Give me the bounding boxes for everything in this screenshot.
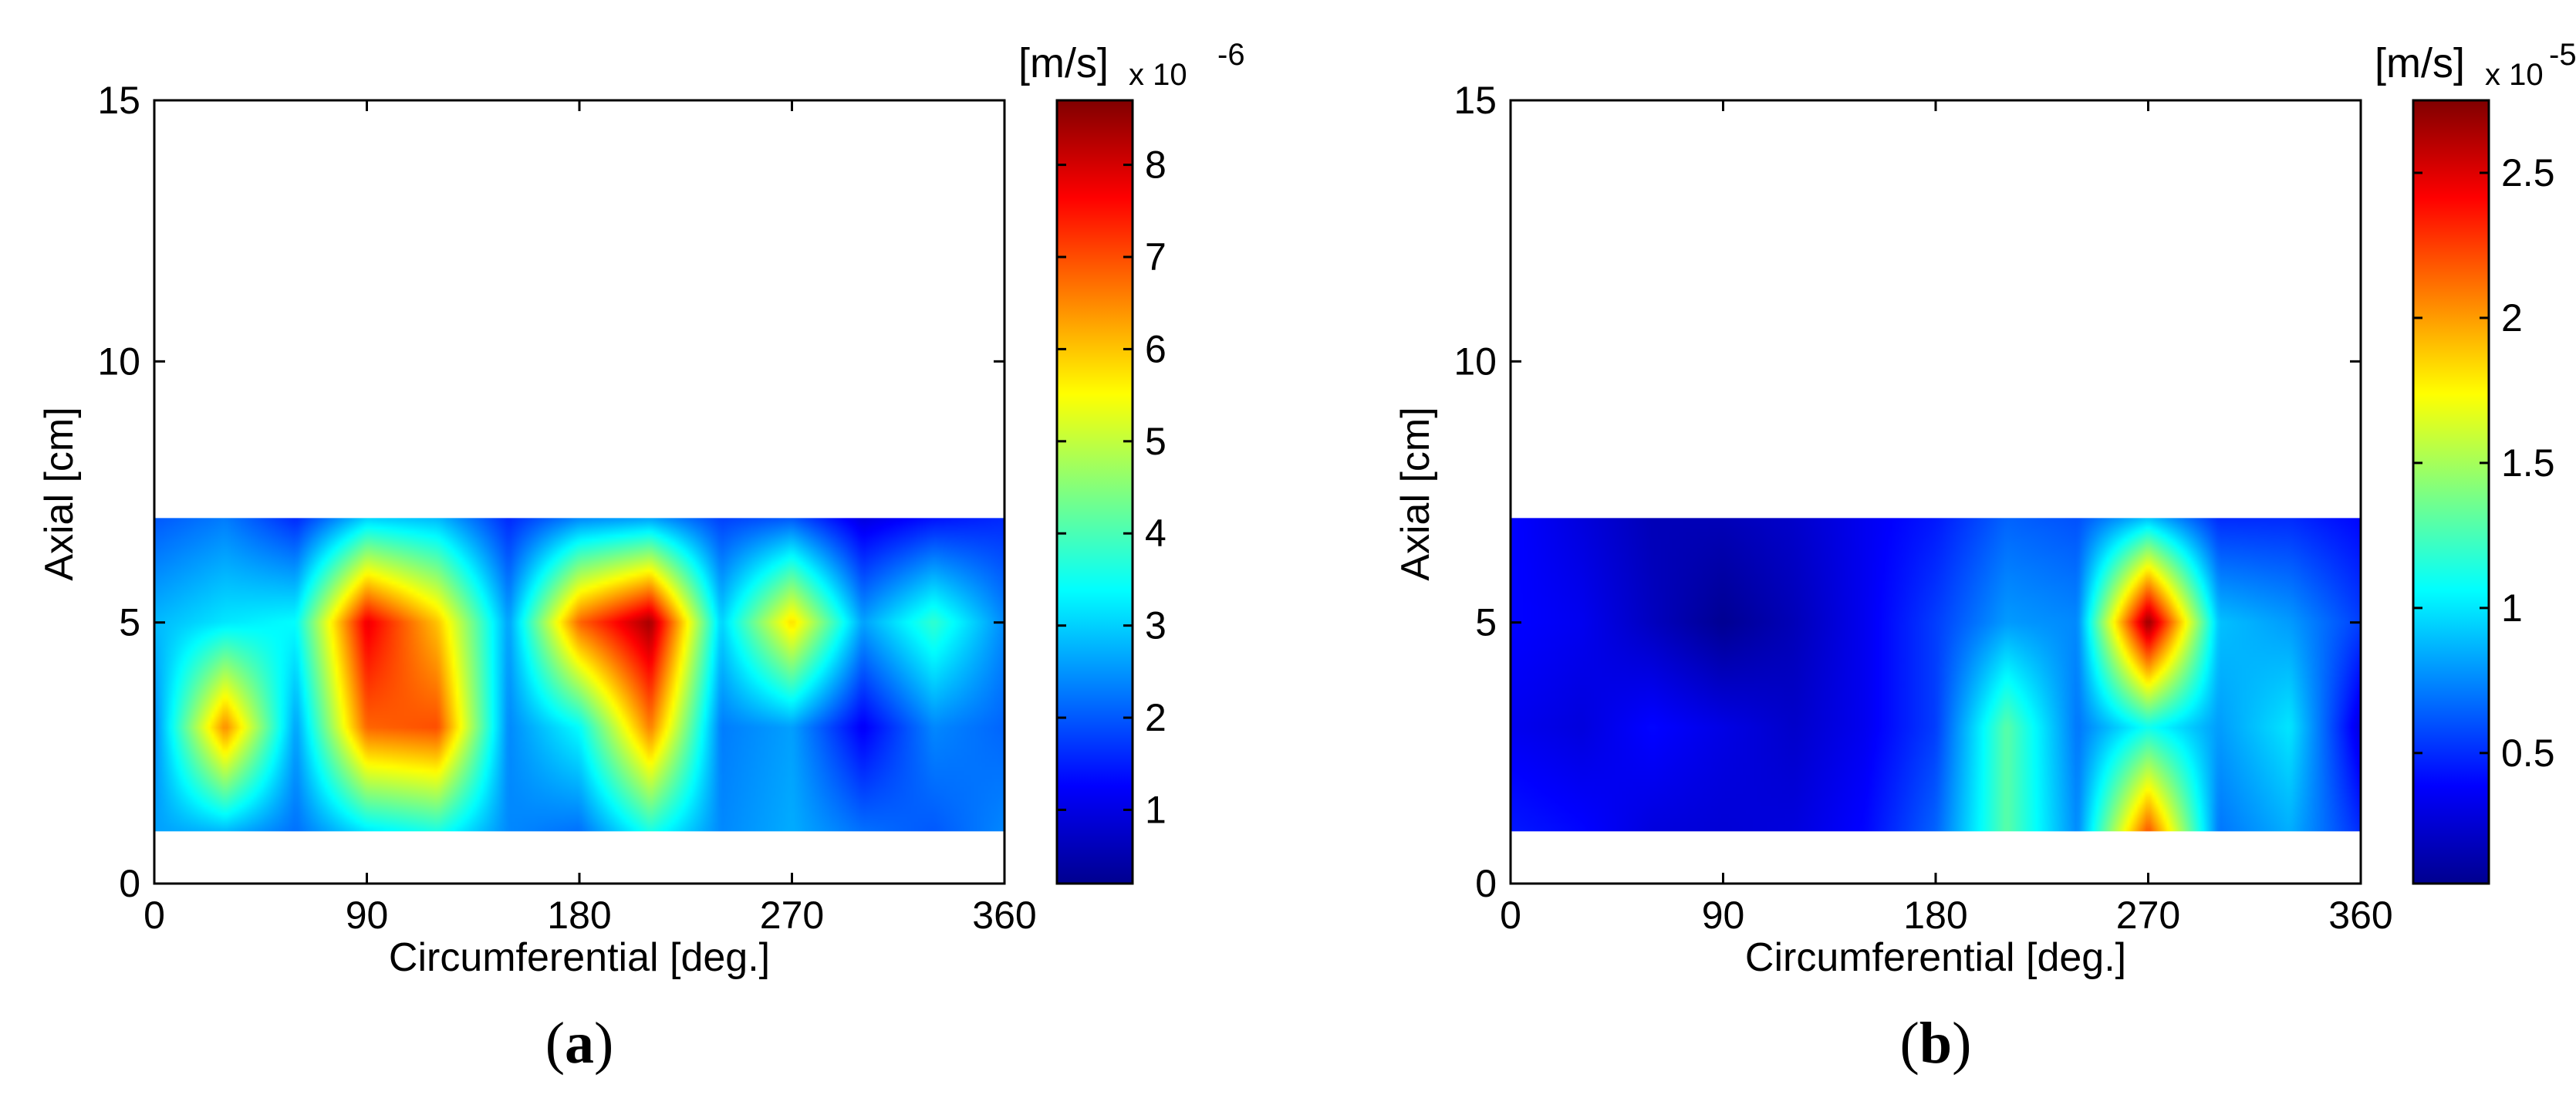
y-ticks-b: 0 5 10 15 <box>1453 79 2361 905</box>
heatmap-a <box>154 518 1004 832</box>
x-tick-label: 90 <box>1702 894 1745 937</box>
colorbar-b <box>2412 99 2490 885</box>
colorbar-tick-label: 3 <box>1145 604 1166 647</box>
caption-b: (b) <box>1900 1011 1972 1076</box>
colorbar-multiplier-a: x 10 <box>1129 58 1187 92</box>
y-axis-label-b: Axial [cm] <box>1393 407 1438 580</box>
colorbar-a <box>1055 99 1134 885</box>
caption-a: (a) <box>545 1011 614 1076</box>
x-tick-label: 270 <box>760 894 824 937</box>
colorbar-ticks-a: 1 2 3 4 5 6 7 8 <box>1057 144 1166 831</box>
colorbar-unit-a: [m/s] <box>1018 40 1109 86</box>
y-tick-label: 0 <box>119 862 140 905</box>
x-tick-label: 180 <box>547 894 611 937</box>
x-axis-label-a: Circumferential [deg.] <box>389 935 770 980</box>
colorbar-tick-label: 2 <box>1145 696 1166 739</box>
colorbar-exponent-a: -6 <box>1217 38 1245 72</box>
colorbar-tick-label: 6 <box>1145 327 1166 370</box>
x-tick-label: 180 <box>1903 894 1967 937</box>
colorbar-tick-label: 7 <box>1145 235 1166 279</box>
colorbar-exponent-b: -5 <box>2549 38 2576 72</box>
panel-b: 0 90 180 270 360 0 5 10 15 Circumferential [deg… <box>1393 38 2576 1076</box>
colorbar-ticks-b: 0.5 1 1.5 2 2.5 <box>2413 151 2555 775</box>
y-tick-label: 5 <box>1475 601 1497 644</box>
x-tick-label: 360 <box>972 894 1036 937</box>
y-tick-label: 10 <box>97 340 140 383</box>
colorbar-tick-label: 0.5 <box>2501 732 2555 775</box>
heatmap-b <box>1511 518 2361 832</box>
colorbar-tick-label: 2 <box>2501 296 2523 340</box>
colorbar-tick-label: 1 <box>2501 586 2523 630</box>
y-tick-label: 10 <box>1453 340 1497 383</box>
x-ticks-b: 0 90 180 270 360 <box>1500 100 2393 937</box>
y-tick-label: 5 <box>119 601 140 644</box>
colorbar-multiplier-b: x 10 <box>2485 58 2544 92</box>
y-tick-label: 15 <box>97 79 140 122</box>
x-tick-label: 90 <box>346 894 389 937</box>
y-tick-label: 15 <box>1453 79 1497 122</box>
y-axis-label-a: Axial [cm] <box>37 407 82 580</box>
y-tick-label: 0 <box>1475 862 1497 905</box>
colorbar-tick-label: 1 <box>1145 788 1166 831</box>
colorbar-tick-label: 1.5 <box>2501 441 2555 485</box>
colorbar-tick-label: 8 <box>1145 144 1166 187</box>
x-tick-label: 0 <box>1500 894 1521 937</box>
colorbar-tick-label: 5 <box>1145 420 1166 463</box>
y-ticks-a: 0 5 10 15 <box>97 79 1004 905</box>
x-tick-label: 360 <box>2328 894 2392 937</box>
x-ticks-a: 0 90 180 270 360 <box>143 100 1037 937</box>
colorbar-tick-label: 2.5 <box>2501 151 2555 194</box>
x-tick-label: 0 <box>143 894 165 937</box>
colorbar-tick-label: 4 <box>1145 512 1166 555</box>
x-axis-label-b: Circumferential [deg.] <box>1745 935 2126 980</box>
colorbar-unit-b: [m/s] <box>2375 40 2465 86</box>
x-tick-label: 270 <box>2116 894 2180 937</box>
